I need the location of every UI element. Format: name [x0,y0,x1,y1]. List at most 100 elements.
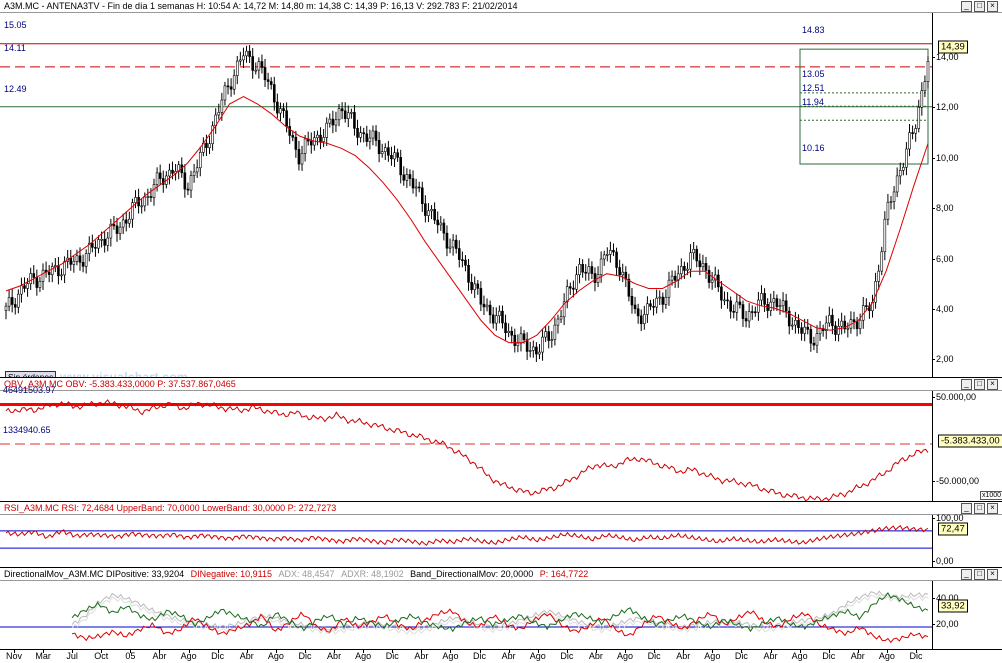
price-candle [895,175,899,193]
price-axis-label: 12,00 [936,102,959,112]
price-candle [405,174,409,181]
price-candle [556,318,560,326]
price-candle [612,250,615,253]
price-candle [149,196,153,198]
maximize-button[interactable]: □ [974,379,985,390]
price-candle [276,101,279,114]
price-candle [223,85,227,101]
time-axis-tick [43,650,45,653]
price-candle [205,142,208,148]
price-candle [485,304,489,308]
minimize-button[interactable]: _ [961,379,972,390]
price-candle [408,174,412,179]
close-button[interactable]: × [987,503,998,514]
time-axis-tick [770,650,772,653]
price-candle [439,222,443,226]
price-candle [784,300,788,312]
time-axis-tick [72,650,74,653]
price-candle [599,258,603,276]
price-candle [109,223,113,239]
price-candle [609,250,612,255]
price-candle [60,274,63,277]
price-candle [131,202,134,220]
price-candle [399,157,403,176]
price-candle [794,319,797,326]
time-axis-tick [799,650,801,653]
time-axis-label: Abr [501,651,516,661]
price-candle [729,300,732,312]
price-candle [374,130,378,141]
price-candle [390,155,393,160]
obv-axis-label: 50.000,00 [936,392,977,402]
price-candle [602,254,606,260]
price-candle [26,283,29,289]
close-button[interactable]: × [987,379,998,390]
rsi-axis-label: 100,00 [936,513,964,523]
price-candle [393,152,396,160]
price-candle [735,301,739,313]
dmi-part: DirectionalMov_A3M.MC DIPositive: 33,920… [4,569,185,579]
time-axis-label: Mar [35,651,51,661]
price-candle [470,281,473,291]
price-candle [559,316,563,320]
price-plot-area[interactable]: 15.05 14.11 12.49 14.83 13.05 12.51 11.9… [0,13,933,384]
minimize-button[interactable]: _ [961,1,972,12]
price-candle [461,259,464,261]
price-candle [791,324,794,327]
maximize-button[interactable]: □ [974,569,985,580]
obv-panel[interactable]: OBV_A3M.MC OBV: -5.383.433,0000 P: 37.53… [0,377,1002,502]
price-candle [54,265,57,267]
price-candle [578,264,581,276]
rsi-plot-area[interactable] [0,515,933,568]
price-candle [686,268,689,271]
time-axis-tick [246,650,248,653]
price-candle [38,281,42,288]
price-candle [457,248,461,260]
price-candle [905,148,908,168]
dmi-panel[interactable]: DirectionalMov_A3M.MC DIPositive: 33,920… [0,567,1002,650]
price-candle [171,169,174,174]
obv-plot-area[interactable]: 46491503.97 1334940.65 [0,385,933,502]
price-candle [535,346,538,355]
price-candle [809,329,813,344]
time-axis-tick [537,650,539,653]
price-panel[interactable]: A3M.MC - ANTENA3TV - Fin de día 1 semana… [0,0,1002,384]
close-button[interactable]: × [987,569,998,580]
obv-current-value: -5.383.433,00 [938,434,1002,448]
close-button[interactable]: × [987,1,998,12]
price-candle [414,186,418,189]
di-positive-line [71,592,929,633]
price-candle [658,296,662,299]
price-candle [91,242,94,248]
rsi-panel[interactable]: RSI_A3M.MC RSI: 72,4684 UpperBand: 70,00… [0,501,1002,568]
price-candle [356,128,359,138]
price-candle [297,149,301,165]
price-candle [239,59,242,62]
time-axis-label: Ago [704,651,721,661]
price-candle [411,178,415,189]
price-candle [371,130,375,139]
price-candle [291,135,295,138]
price-candle [920,90,924,108]
price-candle [618,267,621,276]
maximize-button[interactable]: □ [974,503,985,514]
obv-axis-label: -50.000,00 [936,476,980,486]
minimize-button[interactable]: _ [961,503,972,514]
price-candle [115,225,119,234]
price-candle [242,55,245,61]
price-candle [41,269,45,282]
price-candle [377,140,381,155]
price-candle [886,201,890,220]
time-axis-label: Oct [94,651,109,661]
price-candle [723,299,726,302]
price-candle [100,238,103,241]
maximize-button[interactable]: □ [974,1,985,12]
price-candle [81,262,85,267]
minimize-button[interactable]: _ [961,569,972,580]
price-candle [639,315,643,325]
price-candle [683,266,686,271]
price-candle [565,286,569,303]
price-candle [880,251,884,272]
dmi-plot-area[interactable] [0,581,933,650]
price-candle [121,219,125,228]
